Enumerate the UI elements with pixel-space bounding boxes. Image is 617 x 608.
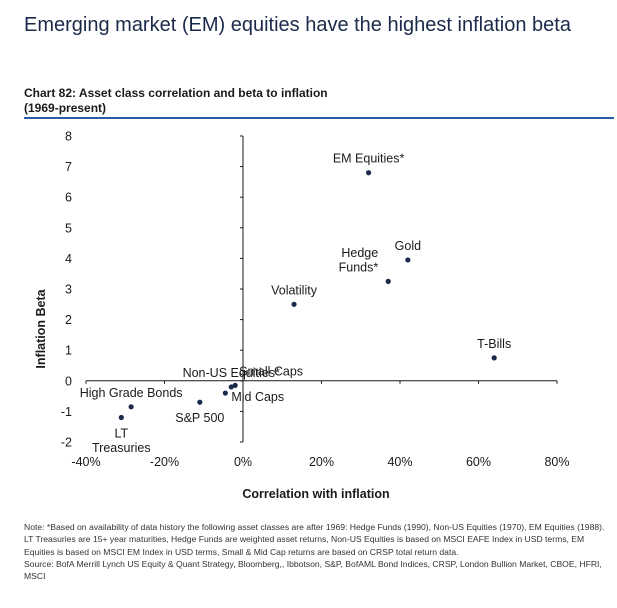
data-point xyxy=(128,404,134,410)
x-axis-label: Correlation with inflation xyxy=(242,487,389,501)
y-tick-label: 3 xyxy=(65,283,72,297)
y-tick-label: 8 xyxy=(65,130,72,144)
page-headline: Emerging market (EM) equities have the h… xyxy=(24,14,571,36)
y-tick-label: 1 xyxy=(65,344,72,358)
point-label: S&P 500 xyxy=(175,411,224,425)
point-label: Mid Caps xyxy=(231,390,284,404)
point-label: Treasuries xyxy=(92,441,151,455)
y-tick-label: 7 xyxy=(65,160,72,174)
point-label: Hedge xyxy=(341,246,378,260)
point-label: LT xyxy=(114,427,128,441)
y-tick-label: -2 xyxy=(61,436,72,450)
chart-title-line2: (1969-present) xyxy=(24,101,107,115)
axis-layer: -2 -1 0 1 2 3 4 5 6 7 8 -40% -20% 0% 20% 40% 60% 80% Corre… xyxy=(34,130,570,502)
point-label: Small Caps xyxy=(239,364,303,378)
chart-title: Chart 82: Asset class correlation and be… xyxy=(24,86,328,116)
y-tick-label: -1 xyxy=(61,405,72,419)
point-label: EM Equities* xyxy=(333,152,405,166)
y-tick-label: 6 xyxy=(65,191,72,205)
x-tick-label: 0% xyxy=(234,455,252,469)
y-tick-label: 5 xyxy=(65,221,72,235)
data-point xyxy=(385,278,391,284)
point-label: Funds* xyxy=(339,260,379,274)
point-label: High Grade Bonds xyxy=(80,386,183,400)
point-label: T-Bills xyxy=(477,337,511,351)
scatter-chart: -2 -1 0 1 2 3 4 5 6 7 8 -40% -20% 0% 20% 40% 60% 80% Corre… xyxy=(34,130,570,502)
data-point xyxy=(366,170,372,176)
source-text: Source: BofA Merrill Lynch US Equity & Q… xyxy=(24,558,602,582)
data-point xyxy=(228,384,234,390)
data-point xyxy=(291,301,297,307)
data-point xyxy=(491,355,497,361)
chart-title-line1: Chart 82: Asset class correlation and be… xyxy=(24,86,328,100)
x-tick-label: 60% xyxy=(466,455,491,469)
data-point xyxy=(232,382,238,388)
y-tick-label: 2 xyxy=(65,313,72,327)
x-tick-label: 40% xyxy=(387,455,412,469)
x-tick-label: -40% xyxy=(71,455,100,469)
point-label: Non-US Equities* xyxy=(183,366,280,380)
data-point xyxy=(197,399,203,405)
chart-note: Note: *Based on availability of data his… xyxy=(24,521,614,582)
y-axis-label: Inflation Beta xyxy=(34,288,48,368)
note-text: Note: *Based on availability of data his… xyxy=(24,522,605,557)
x-tick-label: -20% xyxy=(150,455,179,469)
point-layer xyxy=(118,170,497,421)
point-label: Gold xyxy=(395,239,421,253)
title-rule xyxy=(24,117,614,119)
point-label: Volatility xyxy=(271,283,318,297)
data-point xyxy=(405,257,411,263)
data-point xyxy=(222,390,228,396)
y-tick-label: 4 xyxy=(65,252,72,266)
x-tick-label: 80% xyxy=(544,455,569,469)
data-point xyxy=(118,414,124,421)
y-tick-label: 0 xyxy=(65,374,72,388)
x-tick-label: 20% xyxy=(309,455,334,469)
